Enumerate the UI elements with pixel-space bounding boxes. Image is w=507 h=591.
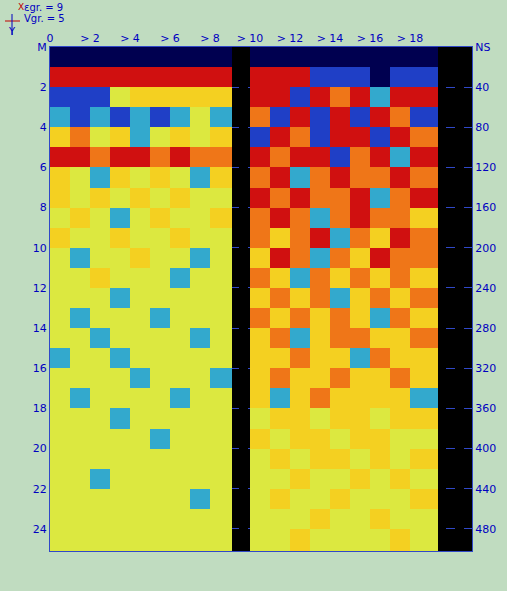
svg-text:> 2: > 2 xyxy=(80,32,100,45)
svg-text:> 12: > 12 xyxy=(277,32,304,45)
svg-text:120: 120 xyxy=(475,161,496,174)
svg-text:12: 12 xyxy=(33,282,47,295)
svg-text:M: M xyxy=(37,41,47,54)
svg-text:6: 6 xyxy=(40,161,47,174)
svg-text:20: 20 xyxy=(33,442,47,455)
svg-text:480: 480 xyxy=(475,523,496,536)
svg-text:X: X xyxy=(18,2,24,12)
svg-text:> 8: > 8 xyxy=(200,32,220,45)
svg-text:160: 160 xyxy=(475,201,496,214)
svg-text:24: 24 xyxy=(33,523,47,536)
svg-text:4: 4 xyxy=(40,121,47,134)
svg-text:10: 10 xyxy=(33,242,47,255)
svg-text:18: 18 xyxy=(33,402,47,415)
svg-text:40: 40 xyxy=(475,81,489,94)
svg-text:280: 280 xyxy=(475,322,496,335)
svg-text:440: 440 xyxy=(475,483,496,496)
svg-text:0: 0 xyxy=(47,32,54,45)
svg-text:8: 8 xyxy=(40,201,47,214)
svg-text:εgr. = 9: εgr. = 9 xyxy=(24,2,63,13)
svg-text:200: 200 xyxy=(475,242,496,255)
svg-text:NS: NS xyxy=(475,41,490,54)
svg-text:240: 240 xyxy=(475,282,496,295)
svg-text:> 6: > 6 xyxy=(160,32,180,45)
svg-text:Y: Y xyxy=(8,26,16,37)
svg-text:80: 80 xyxy=(475,121,489,134)
svg-text:> 16: > 16 xyxy=(357,32,384,45)
svg-text:320: 320 xyxy=(475,362,496,375)
svg-text:> 18: > 18 xyxy=(397,32,424,45)
svg-text:16: 16 xyxy=(33,362,47,375)
svg-text:22: 22 xyxy=(33,483,47,496)
svg-text:> 14: > 14 xyxy=(317,32,344,45)
svg-text:360: 360 xyxy=(475,402,496,415)
svg-text:> 4: > 4 xyxy=(120,32,140,45)
svg-text:Vgr. = 5: Vgr. = 5 xyxy=(24,13,65,24)
svg-text:2: 2 xyxy=(40,81,47,94)
svg-text:> 10: > 10 xyxy=(237,32,264,45)
svg-text:14: 14 xyxy=(33,322,47,335)
svg-text:400: 400 xyxy=(475,442,496,455)
